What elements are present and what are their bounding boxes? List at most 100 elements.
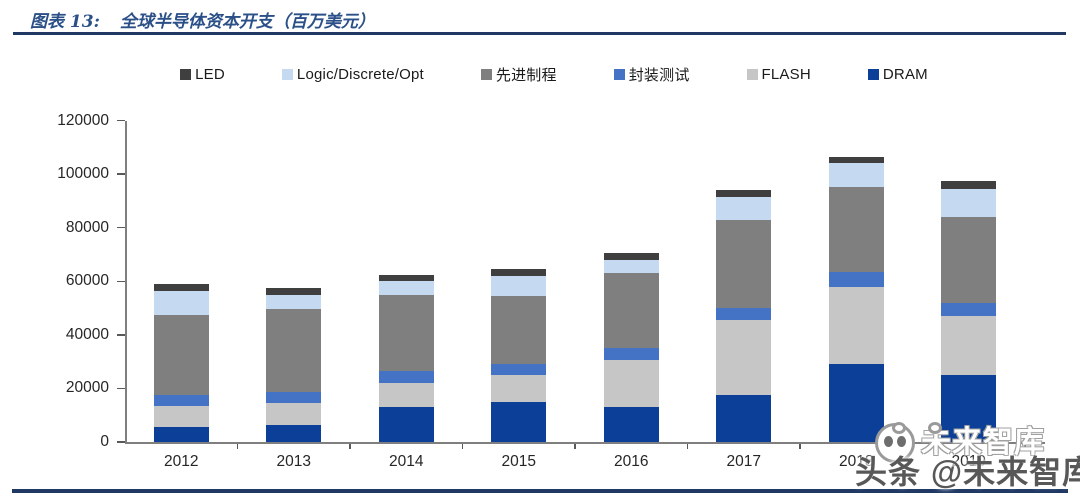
y-axis-tick (117, 119, 125, 122)
bar-segment-先进制程 (828, 187, 884, 272)
legend-swatch-icon (746, 68, 758, 80)
bar-segment-先进制程 (941, 216, 997, 303)
bar-segment-DRAM (603, 407, 659, 442)
x-axis-tick (236, 443, 239, 449)
bar-segment-先进制程 (603, 273, 659, 349)
x-axis-tick (1024, 443, 1026, 449)
y-axis-label: 80000 (65, 218, 109, 236)
bar-segment-DRAM (941, 375, 997, 442)
bar-segment-FLASH (603, 360, 659, 408)
watermark: 未来智库 头条 @未来智库 (855, 413, 1080, 495)
x-axis-label: 2014 (389, 453, 424, 470)
bar-segment-Logic/Discrete/Opt (153, 290, 209, 315)
y-axis-tick (117, 441, 125, 443)
legend-label: DRAM (882, 65, 928, 83)
legend-item-0: LED (180, 66, 225, 83)
y-axis-tick (117, 387, 125, 390)
legend-label: LED (195, 65, 225, 83)
legend-label: Logic/Discrete/Opt (296, 65, 424, 83)
bar-segment-FLASH (491, 375, 547, 402)
bar-segment-封装测试 (603, 348, 659, 361)
bar-segment-Logic/Discrete/Opt (491, 275, 547, 296)
bar-segment-DRAM (266, 424, 322, 442)
chart-legend: LED Logic/Discrete/Opt 先进制程 封装测试 FLASH DRAM (28, 62, 1080, 86)
legend-swatch-icon (180, 68, 192, 80)
legend-item-2: 先进制程 (480, 64, 557, 85)
bar-segment-Logic/Discrete/Opt (378, 281, 434, 295)
x-axis-label: 2017 (726, 453, 761, 470)
legend-item-5: DRAM (867, 65, 928, 83)
legend-swatch-icon (281, 68, 293, 80)
bar-segment-先进制程 (378, 294, 434, 371)
legend-swatch-icon (613, 68, 625, 80)
bar-segment-FLASH (716, 320, 772, 396)
bar-segment-Logic/Discrete/Opt (941, 188, 997, 217)
title-rule (13, 32, 1066, 35)
bar-segment-先进制程 (716, 219, 772, 309)
bar-segment-LED (378, 274, 434, 282)
bar-segment-LED (491, 269, 547, 276)
bar-segment-DRAM (153, 427, 209, 442)
x-axis-label: 2018 (839, 453, 874, 470)
bar-segment-先进制程 (266, 309, 322, 393)
legend-swatch-icon (480, 68, 492, 80)
bar-segment-封装测试 (266, 392, 322, 404)
bar-segment-封装测试 (491, 364, 547, 375)
y-axis-label: 60000 (65, 272, 109, 290)
y-axis-tick (117, 226, 125, 229)
y-axis-label: 0 (100, 433, 109, 450)
bar-segment-DRAM (828, 364, 884, 442)
y-axis-label: 120000 (57, 111, 109, 129)
x-axis-label: 2012 (164, 453, 199, 470)
bar-segment-LED (153, 283, 209, 291)
y-axis-label: 100000 (57, 165, 109, 183)
bar-segment-DRAM (491, 401, 547, 442)
legend-label: 先进制程 (495, 66, 557, 84)
y-axis-tick (117, 334, 125, 336)
bar-segment-先进制程 (491, 295, 547, 365)
x-axis-label: 2019 (951, 453, 986, 470)
bar-segment-FLASH (153, 405, 209, 428)
panda-avatar-icon (875, 422, 942, 463)
legend-item-4: FLASH (746, 65, 811, 83)
bar-segment-封装测试 (153, 395, 209, 406)
bar-segment-LED (603, 253, 659, 260)
x-axis-tick (574, 443, 576, 449)
x-axis-tick (349, 443, 351, 449)
bar-segment-封装测试 (716, 308, 772, 321)
legend-label: 封装测试 (628, 66, 690, 84)
bar-segment-Logic/Discrete/Opt (716, 196, 772, 220)
bar-segment-封装测试 (378, 371, 434, 384)
watermark-ghost-text: 未来智库 (921, 426, 1045, 459)
y-axis-tick (117, 280, 125, 282)
bar-segment-DRAM (716, 395, 772, 442)
bar-segment-DRAM (378, 407, 434, 442)
bar-segment-FLASH (941, 316, 997, 376)
x-axis-tick (461, 443, 464, 449)
x-axis-label: 2013 (276, 453, 311, 470)
bar-segment-先进制程 (153, 314, 209, 396)
bottom-rule (12, 489, 1068, 493)
bar-segment-LED (716, 190, 772, 197)
bar-segment-LED (828, 156, 884, 164)
x-axis-label: 2016 (614, 453, 649, 470)
legend-label: FLASH (761, 65, 811, 83)
bar-segment-Logic/Discrete/Opt (266, 294, 322, 310)
chart-title-text: 全球半导体资本开支（百万美元） (119, 11, 375, 32)
bar-segment-Logic/Discrete/Opt (828, 163, 884, 188)
x-axis-tick (799, 443, 801, 449)
x-axis-line (125, 442, 1045, 444)
y-axis-label: 20000 (65, 379, 109, 397)
legend-swatch-icon (867, 68, 879, 80)
figure-number-label: 图表 13: (30, 11, 100, 32)
bar-segment-LED (941, 180, 997, 189)
bar-segment-FLASH (378, 383, 434, 408)
x-axis-tick (686, 443, 689, 449)
y-axis-line (125, 120, 127, 443)
legend-item-3: 封装测试 (613, 64, 690, 85)
y-axis-label: 40000 (65, 325, 109, 343)
bar-segment-LED (266, 287, 322, 295)
watermark-text: 头条 @未来智库 (855, 454, 1080, 490)
chart-title: 图表 13: 全球半导体资本开支（百万美元） (30, 6, 375, 32)
bar-segment-Logic/Discrete/Opt (603, 259, 659, 274)
